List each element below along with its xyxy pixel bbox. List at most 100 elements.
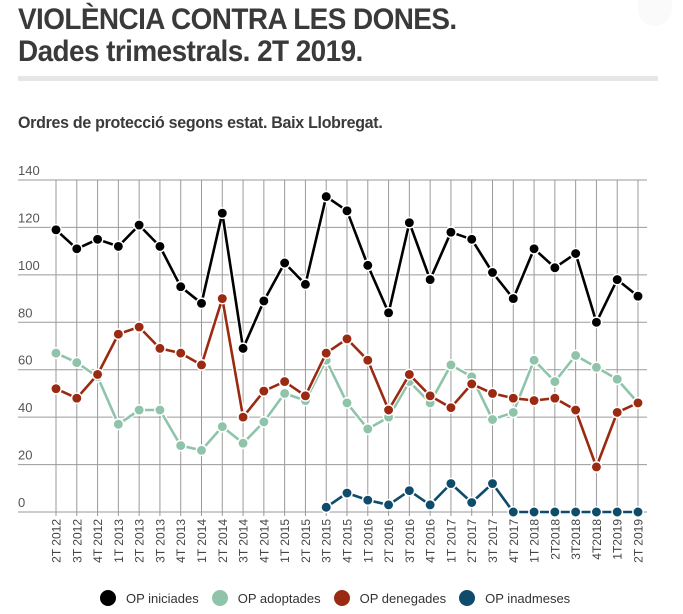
legend-item[interactable]: OP denegades [333,590,447,606]
y-tick-label: 0 [18,495,25,510]
legend-item[interactable]: OP inadmeses [459,590,570,606]
data-point [569,404,582,416]
y-tick-label: 20 [18,448,32,463]
x-tick-label: 1T 2016 [361,519,375,563]
data-point [590,460,603,473]
data-point [50,382,62,395]
corner-button[interactable] [638,0,672,26]
data-point [424,498,437,511]
data-point [341,396,353,409]
data-point [237,437,250,450]
data-point [133,321,146,333]
data-point [153,240,166,253]
grid [18,179,647,516]
data-point [444,401,457,414]
x-tick-label: 4T2018 [590,519,604,560]
title-divider [18,76,658,81]
x-tick-label: 3T 2017 [486,519,500,563]
data-point [590,506,603,518]
page-title-line2: Dades trimestrals. 2T 2019. [18,35,363,68]
legend-label: OP denegades [359,590,447,606]
data-point [112,240,125,253]
data-point [361,354,374,367]
page-title-line1: VIOLÈNCIA CONTRA LES DONES. [18,3,457,36]
series-group [50,190,644,518]
legend-swatch-icon [333,590,350,606]
legend-swatch-icon [459,590,476,606]
y-tick-label: 140 [18,163,40,178]
data-point [195,297,208,310]
y-axis-ticks: 0 20 40 60 80 100 120 140 [18,163,40,510]
data-point [569,247,582,260]
data-point [257,385,270,398]
data-point [361,494,374,507]
data-point [403,484,416,497]
x-tick-label: 1T 2013 [112,519,126,563]
data-point [174,347,187,360]
data-point [528,242,541,255]
data-point [320,347,333,360]
x-tick-label: 2T 2015 [299,519,313,563]
x-tick-label: 3T 2015 [320,519,334,563]
data-point [112,328,125,341]
data-point [444,226,457,239]
data-point [112,418,125,431]
legend-item[interactable]: OP adoptades [211,590,321,606]
data-point [216,420,229,433]
x-tick-label: 1T 2014 [195,519,209,563]
legend-label: OP inadmeses [485,590,571,606]
data-point [403,216,416,229]
data-point [444,477,457,490]
data-point [91,368,104,381]
legend-item[interactable]: OP iniciades [100,590,199,606]
x-axis-ticks: 2T 2012 3T 2012 4T 2012 1T 2013 2T 2013 3T 20… [50,519,646,563]
data-point [320,190,333,203]
legend: OP iniciades OP adoptades OP denegades OP i… [100,588,583,608]
y-tick-label: 100 [18,258,40,273]
data-point [382,404,395,416]
data-point [486,266,499,279]
series-op-denegades [50,292,644,473]
x-tick-label: 4T 2017 [507,519,521,563]
data-point [424,273,437,286]
data-point [361,423,374,435]
data-point [278,387,291,400]
data-point [320,501,333,514]
x-tick-label: 3T 2012 [70,519,84,563]
data-point [341,487,353,499]
legend-swatch-icon [211,590,228,606]
data-point [611,373,624,386]
x-tick-label: 2T 2013 [133,519,147,563]
data-point [361,259,374,272]
page-title: VIOLÈNCIA CONTRA LES DONES. Dades trimes… [18,4,457,68]
data-point [70,242,83,255]
x-tick-label: 2T2018 [548,519,562,560]
legend-label: OP iniciades [126,590,199,606]
data-point [195,444,208,457]
data-point [632,506,644,518]
data-point [278,257,291,269]
y-tick-label: 40 [18,400,32,415]
data-point [153,342,166,355]
data-point [174,439,187,452]
x-tick-label: 1T2019 [611,519,625,560]
x-tick-label: 2T 2014 [216,519,230,563]
x-tick-label: 1T 2018 [528,519,542,563]
data-point [444,359,457,371]
x-tick-label: 3T 2016 [403,519,417,563]
data-point [548,375,561,388]
data-point [133,404,146,416]
y-tick-label: 60 [18,353,32,368]
data-point [548,506,561,518]
data-point [403,368,416,381]
data-point [528,354,541,367]
data-point [299,278,312,291]
data-point [133,219,146,232]
data-point [50,347,62,360]
x-tick-label: 4T 2016 [424,519,438,563]
x-tick-label: 4T 2015 [341,519,355,563]
data-point [237,411,250,424]
x-tick-label: 1T 2017 [444,519,458,563]
data-point [569,506,582,518]
